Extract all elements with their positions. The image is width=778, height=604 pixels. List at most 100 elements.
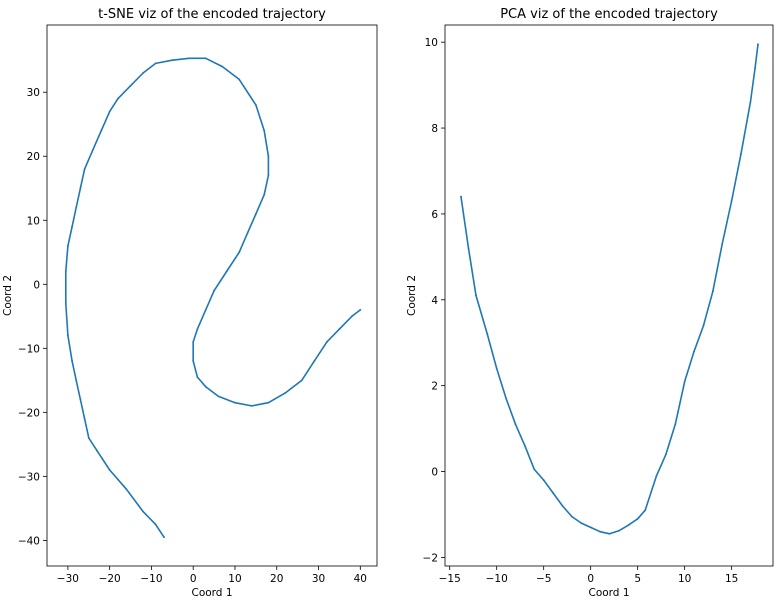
data-point	[674, 423, 677, 426]
data-point	[284, 392, 286, 394]
data-point	[163, 536, 165, 539]
chart-panel-2: −15 −10 −5 0 5 10 15 −2 0 2 4 6 8 10 PCA viz of the en…	[406, 7, 774, 599]
y-tick-label: −40	[18, 535, 40, 547]
data-point	[338, 328, 341, 330]
data-point	[79, 187, 82, 190]
data-point	[561, 505, 564, 507]
data-point	[117, 97, 119, 100]
data-point	[552, 492, 554, 494]
data-point	[505, 397, 507, 400]
data-point	[100, 129, 103, 132]
data-point	[196, 376, 199, 378]
x-axis-label: Coord 1	[192, 587, 233, 599]
data-point	[125, 488, 128, 491]
data-point	[79, 398, 82, 401]
data-point	[108, 469, 111, 471]
data-point	[267, 174, 270, 177]
x-tick-label: 0	[190, 573, 197, 585]
data-point	[655, 474, 658, 477]
data-point	[225, 270, 228, 273]
data-point	[665, 453, 667, 456]
data-point	[618, 529, 620, 532]
data-point	[64, 270, 67, 273]
data-point	[702, 324, 705, 327]
data-point	[636, 517, 639, 520]
data-point	[67, 334, 69, 337]
x-tick-label: 40	[354, 573, 367, 585]
x-tick-label: −20	[99, 573, 121, 585]
data-point	[246, 232, 249, 235]
data-point	[644, 509, 647, 512]
data-point	[142, 72, 145, 74]
data-point	[721, 243, 724, 245]
y-tick-label: 0	[431, 467, 438, 479]
data-point	[75, 206, 78, 209]
y-tick-label: 2	[431, 381, 438, 393]
y-tick-label: 10	[27, 215, 40, 227]
data-point	[300, 379, 303, 382]
y-tick-label: 8	[431, 123, 438, 135]
data-point	[250, 405, 253, 407]
data-point	[608, 532, 611, 535]
y-tick-label: 20	[27, 151, 40, 163]
data-point	[740, 152, 742, 155]
data-point	[571, 515, 573, 518]
y-tick-label: 10	[425, 37, 438, 49]
chart-title: PCA viz of the encoded trajectory	[500, 7, 718, 22]
data-point	[75, 379, 78, 382]
x-tick-label: −15	[439, 573, 461, 585]
data-point	[263, 129, 266, 132]
data-point	[475, 294, 477, 297]
x-tick-label: 0	[587, 573, 594, 585]
x-tick-label: −30	[57, 573, 79, 585]
data-point	[514, 423, 517, 426]
data-point	[83, 168, 86, 171]
data-point	[524, 444, 526, 447]
data-point	[238, 251, 241, 254]
x-tick-label: 30	[312, 573, 325, 585]
data-point	[92, 148, 94, 151]
data-point	[67, 245, 69, 247]
y-tick-label: 0	[33, 279, 40, 291]
series-line	[65, 57, 362, 539]
data-point	[533, 468, 536, 471]
data-point	[96, 449, 98, 452]
x-tick-label: 5	[634, 573, 641, 585]
y-tick-label: −20	[18, 407, 40, 419]
data-point	[154, 523, 157, 526]
data-point	[351, 315, 353, 318]
axes-frame	[444, 24, 774, 567]
data-point	[730, 200, 733, 202]
data-point	[188, 57, 190, 60]
data-point	[204, 309, 207, 311]
data-point	[196, 328, 199, 330]
data-point	[326, 341, 328, 343]
data-point	[749, 101, 752, 104]
y-axis-label: Coord 2	[2, 275, 14, 316]
y-axis-label: Coord 2	[406, 275, 418, 316]
axes-frame	[46, 24, 378, 567]
x-axis-label: Coord 1	[589, 587, 630, 599]
x-tick-label: 10	[228, 573, 241, 585]
data-point	[129, 84, 132, 87]
data-point	[486, 333, 489, 335]
data-point	[71, 225, 73, 228]
data-point	[213, 289, 216, 292]
x-tick-label: 15	[725, 573, 738, 585]
x-tick-label: −10	[140, 573, 162, 585]
data-point	[204, 57, 207, 60]
data-point	[142, 510, 145, 513]
data-point	[71, 360, 73, 362]
chart-panel-1: −30 −20 −10 0 10 20 30 40 −40 −30 −20 −10 0 10 20 30 t-S…	[2, 7, 378, 599]
x-tick-label: 20	[270, 573, 283, 585]
data-point	[754, 67, 756, 69]
y-tick-label: −30	[18, 471, 40, 483]
data-point	[460, 195, 462, 198]
data-point	[192, 360, 195, 362]
x-tick-label: −5	[536, 573, 551, 585]
data-point	[467, 247, 470, 250]
y-tick-label: 30	[27, 87, 40, 99]
data-point	[712, 290, 714, 293]
data-point	[627, 524, 630, 527]
data-point	[108, 110, 111, 113]
